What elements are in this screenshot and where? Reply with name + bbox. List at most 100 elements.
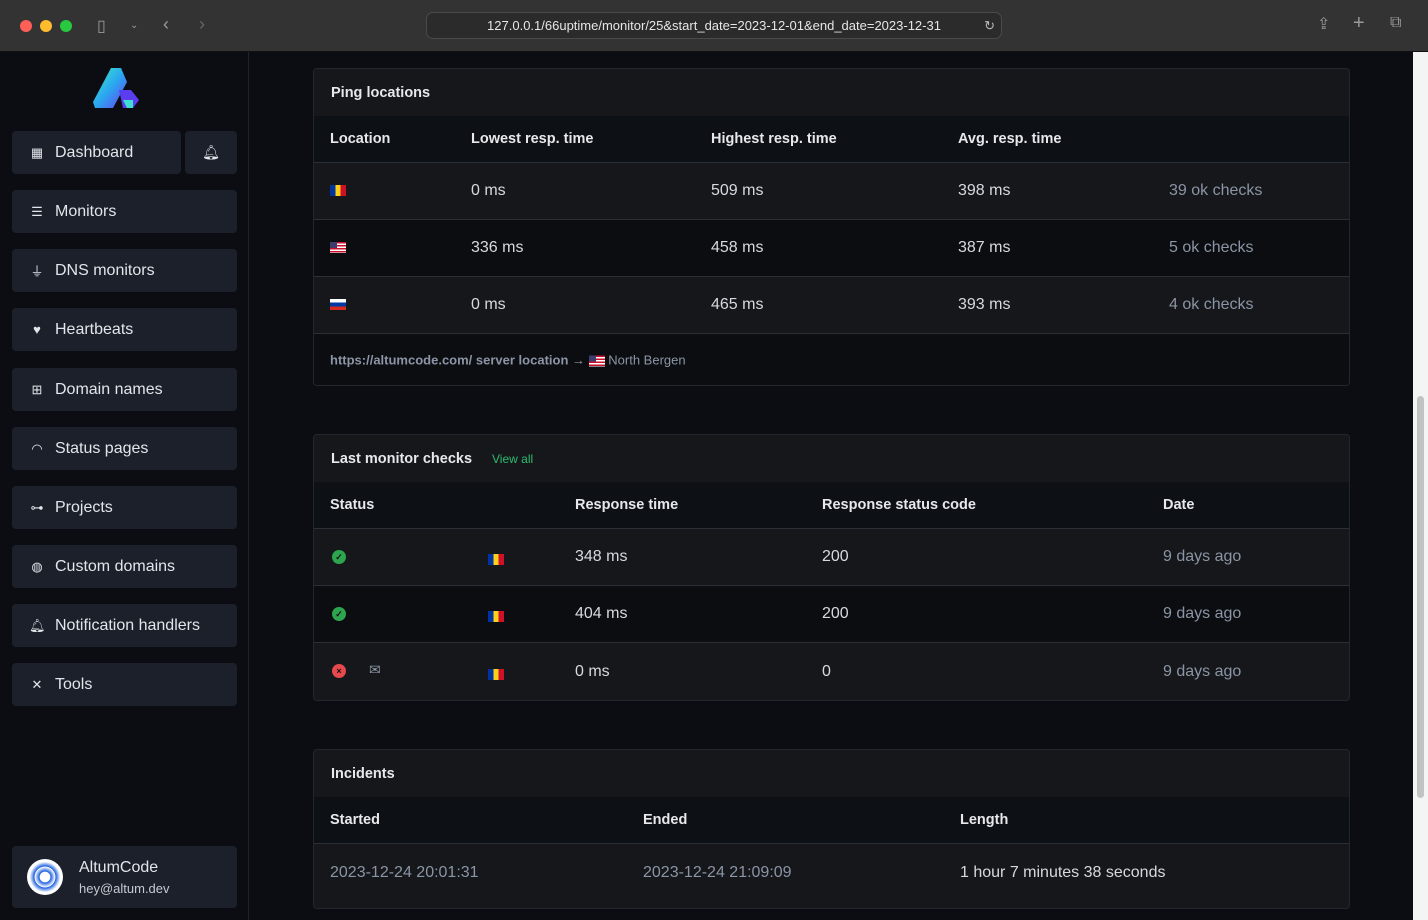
column-header: Started (330, 812, 380, 828)
column-header: Date (1163, 497, 1195, 513)
ok-checks: 39 ok checks (1169, 182, 1263, 199)
ping-locations-card: Ping locations Location Lowest resp. tim… (313, 68, 1350, 386)
romania-flag-icon (330, 185, 346, 197)
sidebar-item-label: DNS monitors (55, 261, 155, 279)
sidebar-item-label: Custom domains (55, 557, 176, 575)
table-header: Status Response time Response status cod… (314, 482, 1349, 529)
table-row: 336 ms 458 ms 387 ms 5 ok checks (314, 220, 1349, 277)
sidebar-item-dns-monitors[interactable]: ⏚ DNS monitors (12, 249, 237, 292)
sidebar-item-label: Projects (55, 498, 113, 516)
usa-flag-icon (330, 242, 346, 254)
column-header: Length (960, 812, 1009, 828)
wifi-icon: ◠ (31, 440, 43, 456)
romania-flag-icon (488, 611, 504, 623)
sidebar-item-domain-names[interactable]: ⊞ Domain names (12, 368, 237, 411)
romania-flag-icon (488, 668, 504, 680)
close-window-button[interactable] (20, 20, 32, 32)
sidebar-item-tools[interactable]: ✕ Tools (12, 663, 237, 706)
address-bar[interactable]: 127.0.0.1/66uptime/monitor/25&start_date… (426, 12, 1002, 39)
sidebar-item-label: Heartbeats (55, 320, 134, 338)
tools-icon: ✕ (31, 676, 43, 692)
romania-flag-icon (488, 554, 504, 566)
browser-toolbar: ▯ ⌄ ‹ › 127.0.0.1/66uptime/monitor/25&st… (0, 0, 1428, 52)
network-icon: ⊞ (31, 381, 43, 397)
avatar (27, 859, 63, 895)
user-menu[interactable]: AltumCode hey@altum.dev (12, 846, 237, 908)
scrollbar-thumb[interactable] (1417, 396, 1424, 798)
usa-flag-icon (588, 355, 605, 367)
user-name: AltumCode (79, 859, 159, 876)
sidebar-item-status-pages[interactable]: ◠ Status pages (12, 427, 237, 470)
sidebar-item-label: Notification handlers (55, 616, 200, 634)
sidebar-item-projects[interactable]: ⊶ Projects (12, 486, 237, 529)
column-header: Response time (575, 497, 679, 513)
response-time: 348 ms (575, 548, 628, 565)
arrow-right-icon: → (572, 352, 586, 367)
sidebar-item-heartbeats[interactable]: ♥ Heartbeats (12, 308, 237, 351)
server-location-label: https://altumcode.com/ server location (330, 352, 569, 367)
table-row: 0 ms 509 ms 398 ms 39 ok checks (314, 163, 1349, 220)
column-header: Avg. resp. time (958, 131, 1062, 147)
bell-icon: 🔔︎ (29, 617, 46, 633)
column-header: Lowest resp. time (471, 131, 594, 147)
status-code: 200 (822, 605, 849, 622)
table-row: ✓ 348 ms 200 9 days ago (314, 529, 1349, 586)
logo (93, 68, 139, 108)
table-header: Location Lowest resp. time Highest resp.… (314, 116, 1349, 163)
lowest-time: 0 ms (471, 296, 506, 313)
highest-time: 465 ms (711, 296, 764, 313)
column-header: Response status code (822, 497, 976, 513)
tabs-overview-icon[interactable]: ⧉ (1390, 14, 1402, 31)
sidebar-item-dashboard[interactable]: ▦ Dashboard (12, 131, 181, 174)
russia-flag-icon (330, 299, 346, 311)
sidebar-item-notification-handlers[interactable]: 🔔︎ Notification handlers (12, 604, 237, 647)
table-row: ✓ 404 ms 200 9 days ago (314, 586, 1349, 643)
bell-icon: 🔔︎ (202, 144, 220, 160)
sidebar: ▦ Dashboard 🔔︎ ☰ Monitors ⏚ DNS monitors ♥ H… (0, 52, 249, 920)
minimize-window-button[interactable] (40, 20, 52, 32)
notifications-button[interactable]: 🔔︎ (185, 131, 237, 174)
new-tab-icon[interactable]: + (1353, 12, 1365, 34)
incident-ended: 2023-12-24 21:09:09 (643, 863, 792, 881)
check-circle-icon: ✓ (332, 606, 346, 621)
incidents-card: Incidents Started Ended Length 2023-12-2… (313, 749, 1350, 909)
ok-checks: 4 ok checks (1169, 296, 1254, 313)
sidebar-item-label: Tools (55, 675, 93, 693)
table-row: 2023-12-24 20:01:31 2023-12-24 21:09:09 … (314, 844, 1349, 901)
table-row: 0 ms 465 ms 393 ms 4 ok checks (314, 277, 1349, 334)
last-monitor-checks-card: Last monitor checks View all Status Respo… (313, 434, 1350, 701)
column-header: Location (330, 131, 391, 147)
sidebar-item-label: Status pages (55, 439, 149, 457)
project-diagram-icon: ⊶ (30, 499, 44, 515)
scrollbar[interactable] (1413, 52, 1428, 920)
share-icon[interactable]: ⇪ (1317, 16, 1331, 33)
avg-time: 393 ms (958, 296, 1011, 313)
back-icon[interactable]: ‹ (163, 14, 169, 34)
sidebar-item-custom-domains[interactable]: ◍ Custom domains (12, 545, 237, 588)
sidebar-item-label: Domain names (55, 380, 163, 398)
sidebar-toggle-icon[interactable]: ▯ (97, 18, 106, 35)
envelope-open-icon[interactable]: ✉ (369, 661, 381, 678)
grid-icon: ▦ (30, 144, 44, 160)
column-header: Ended (643, 812, 688, 828)
server-location: North Bergen (608, 352, 686, 367)
check-date: 9 days ago (1163, 662, 1242, 680)
reload-icon[interactable]: ↻ (984, 18, 995, 33)
server-icon: ☰ (31, 203, 43, 219)
maximize-window-button[interactable] (60, 20, 72, 32)
card-title: Incidents (331, 765, 395, 782)
table-header: Started Ended Length (314, 797, 1349, 844)
sidebar-item-monitors[interactable]: ☰ Monitors (12, 190, 237, 233)
incident-length: 1 hour 7 minutes 38 seconds (960, 863, 1166, 881)
avg-time: 387 ms (958, 239, 1011, 256)
forward-icon[interactable]: › (199, 14, 205, 34)
response-time: 0 ms (575, 662, 610, 680)
view-all-link[interactable]: View all (492, 451, 534, 466)
lowest-time: 0 ms (471, 182, 506, 199)
server-location-footer: https://altumcode.com/ server location →… (314, 334, 1349, 385)
ok-checks: 5 ok checks (1169, 239, 1254, 256)
url-text: 127.0.0.1/66uptime/monitor/25&start_date… (487, 18, 941, 33)
main-content: Ping locations Location Lowest resp. tim… (250, 52, 1413, 920)
chevron-down-icon[interactable]: ⌄ (130, 20, 139, 31)
user-email: hey@altum.dev (79, 881, 170, 896)
